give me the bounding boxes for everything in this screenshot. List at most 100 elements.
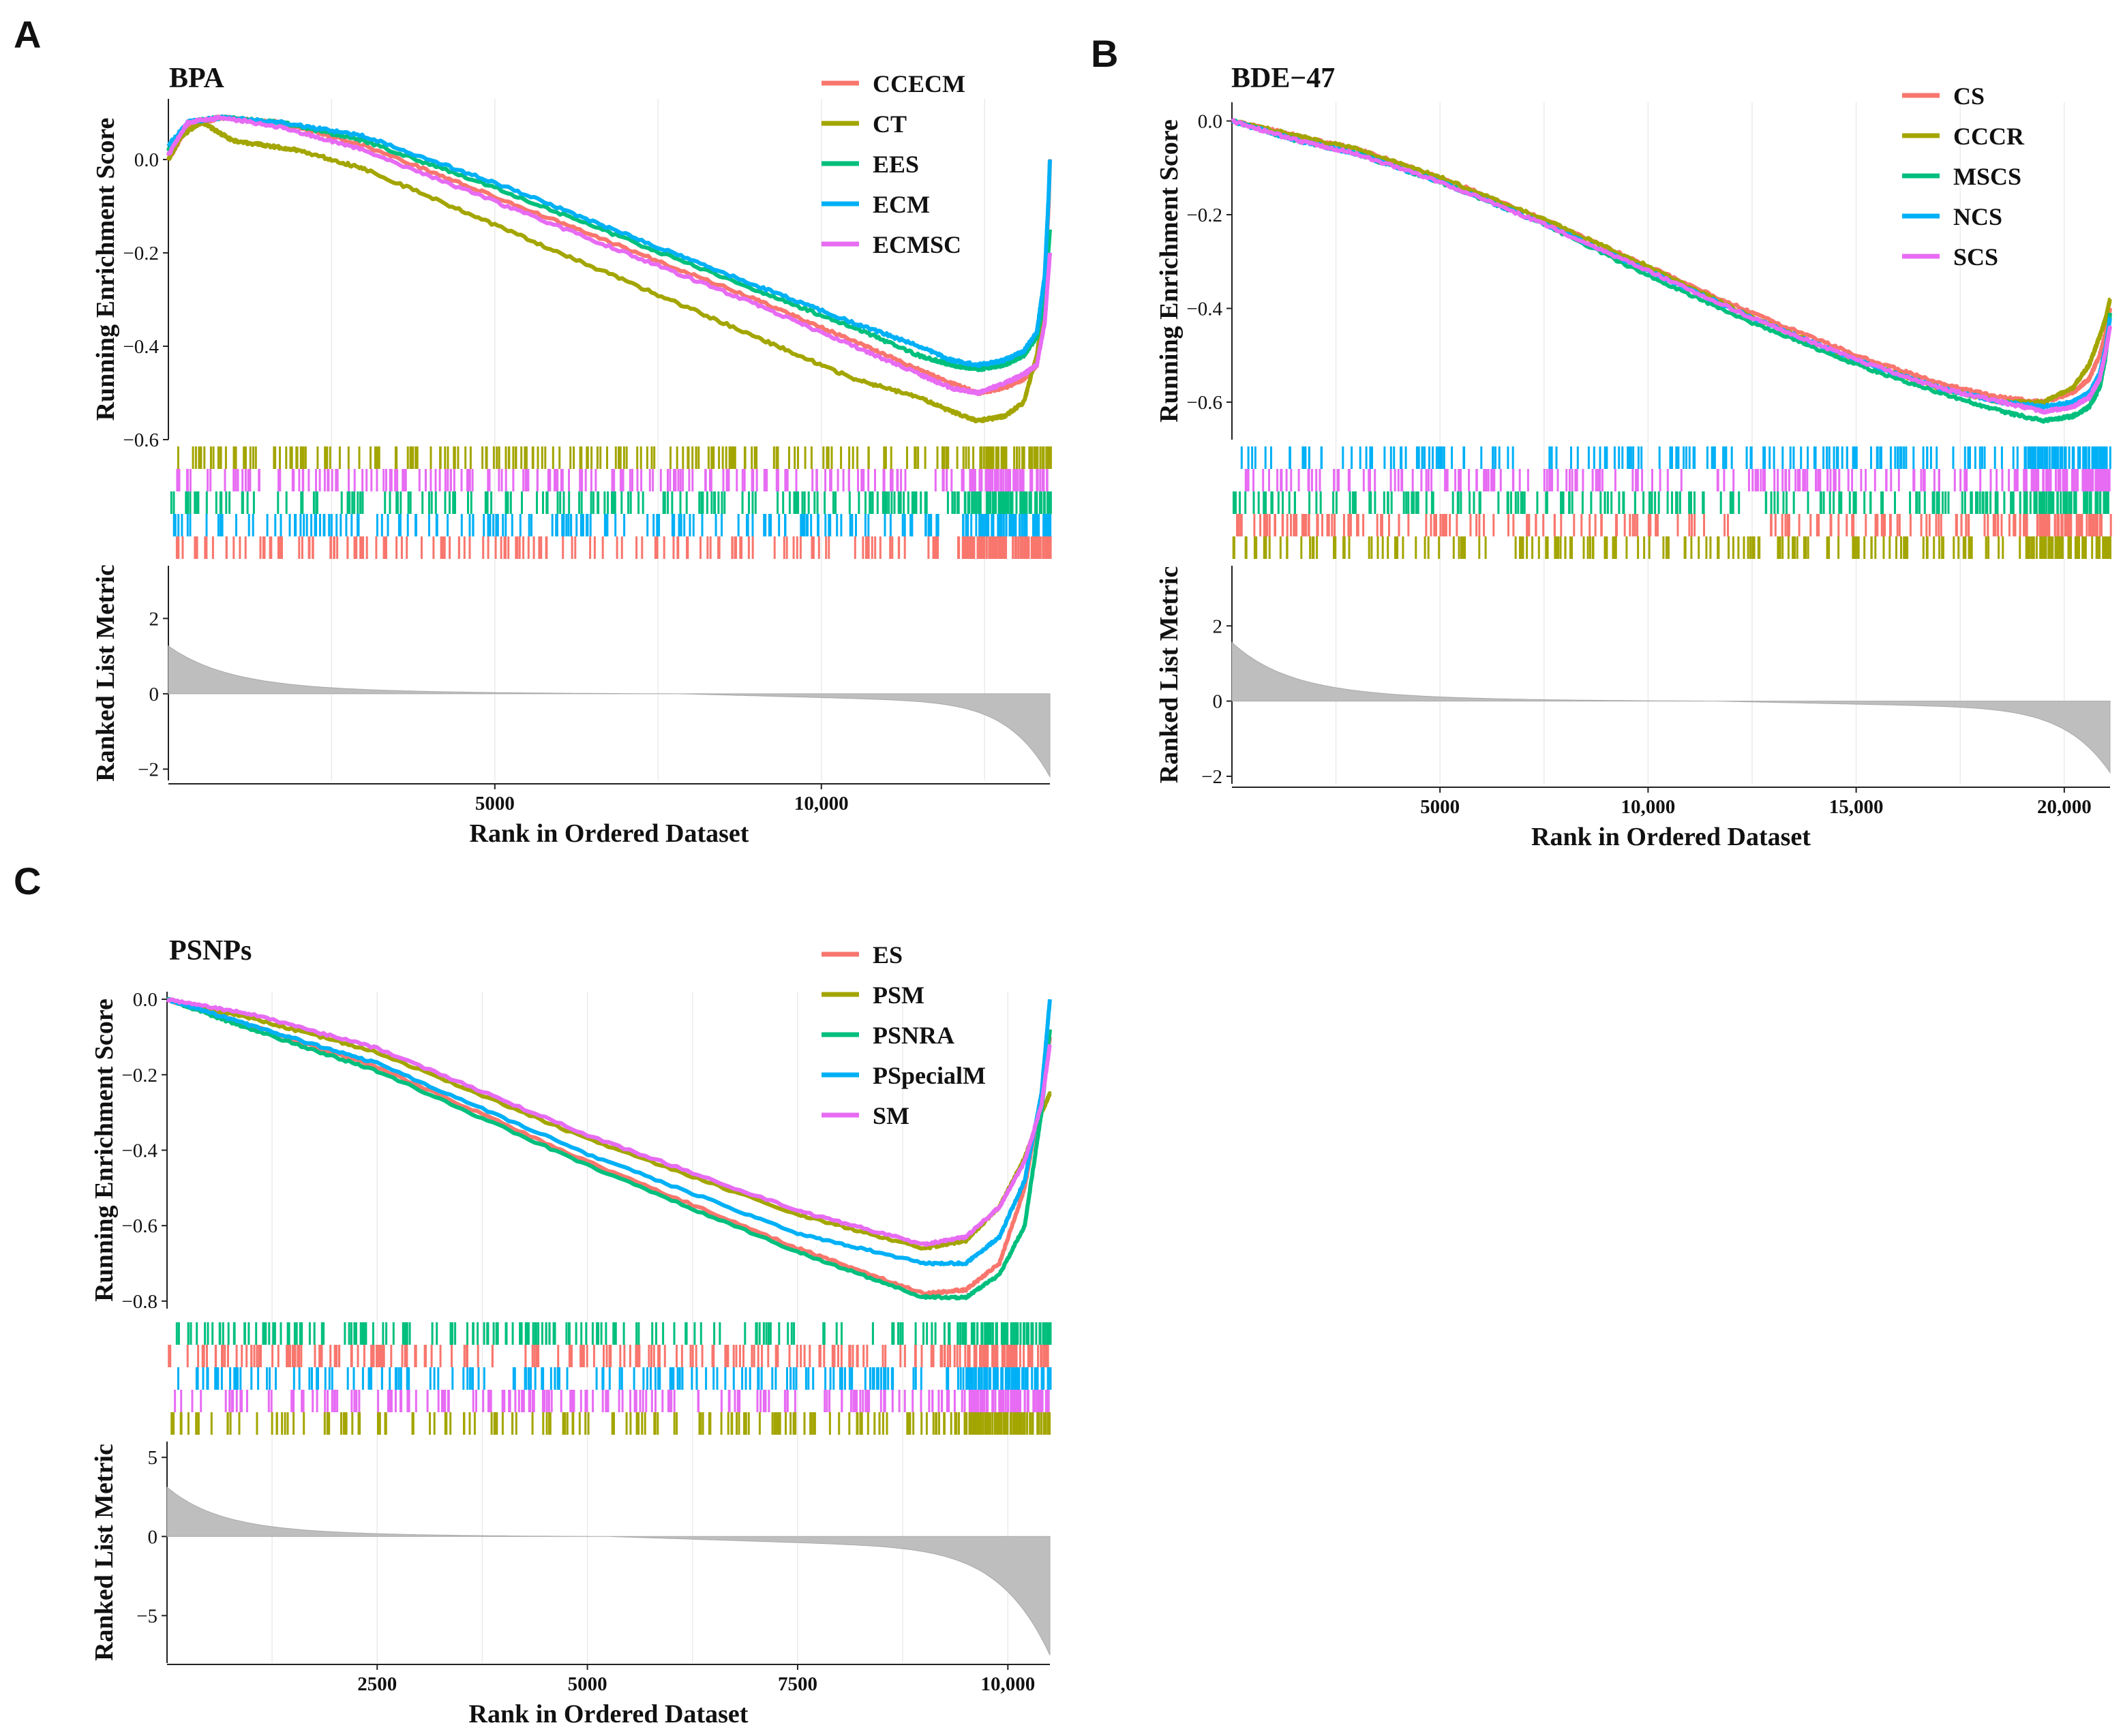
gene-hit bbox=[1745, 446, 1748, 469]
gene-hit bbox=[855, 514, 857, 536]
gene-hit bbox=[1662, 536, 1665, 559]
gene-hit bbox=[1522, 536, 1524, 559]
gene-hit bbox=[308, 1322, 311, 1345]
gene-hit bbox=[1255, 536, 1258, 559]
gene-hit bbox=[214, 1367, 217, 1390]
gene-hit bbox=[1012, 469, 1015, 491]
gene-hit bbox=[1874, 536, 1877, 559]
gene-hit bbox=[585, 1322, 588, 1345]
gene-hit bbox=[991, 514, 993, 536]
gene-hit bbox=[2072, 469, 2075, 491]
gene-hit bbox=[1835, 446, 1838, 469]
gene-hit bbox=[833, 1345, 836, 1367]
gene-hit bbox=[1970, 536, 1972, 559]
gene-hit bbox=[1014, 536, 1017, 559]
gene-hit bbox=[809, 1412, 812, 1435]
gene-hit bbox=[785, 1412, 787, 1435]
gene-hit bbox=[702, 1412, 704, 1435]
gene-hit bbox=[1993, 446, 1996, 469]
gene-hit bbox=[993, 491, 996, 514]
gene-hit bbox=[648, 469, 651, 491]
gene-hit bbox=[233, 1367, 236, 1390]
gene-hit bbox=[468, 1412, 471, 1435]
gene-hit bbox=[1510, 491, 1512, 514]
gene-hit bbox=[277, 536, 280, 559]
gene-hit bbox=[1362, 514, 1365, 536]
gene-hit bbox=[1830, 514, 1833, 536]
gene-hit bbox=[235, 469, 237, 491]
gene-hit bbox=[1349, 491, 1351, 514]
gene-hit bbox=[1237, 514, 1240, 536]
gene-hit bbox=[1546, 469, 1548, 491]
gene-hit bbox=[1252, 469, 1254, 491]
gene-hit bbox=[2058, 514, 2060, 536]
gene-hit bbox=[635, 1322, 638, 1345]
gene-hit bbox=[796, 1345, 798, 1367]
gene-hit bbox=[828, 536, 830, 559]
gene-hit bbox=[883, 446, 886, 469]
gene-hit bbox=[1798, 469, 1801, 491]
gene-hit bbox=[2081, 469, 2084, 491]
gene-hit bbox=[844, 1367, 846, 1390]
gene-hit bbox=[467, 469, 470, 491]
gene-hit bbox=[970, 1412, 973, 1435]
gene-hit bbox=[324, 1390, 327, 1412]
gene-hit bbox=[642, 491, 644, 514]
gene-hit bbox=[482, 1390, 485, 1412]
gene-hit bbox=[2088, 446, 2090, 469]
gene-hit bbox=[1603, 536, 1606, 559]
gene-hit bbox=[1396, 536, 1399, 559]
legend-label: PSpecialM bbox=[873, 1062, 986, 1089]
gene-hit bbox=[1863, 491, 1866, 514]
gene-hit bbox=[1507, 446, 1509, 469]
gene-hit bbox=[857, 469, 859, 491]
gene-hit bbox=[1709, 536, 1712, 559]
x-tick-label: 5000 bbox=[475, 793, 515, 814]
gene-hit bbox=[619, 1345, 622, 1367]
gene-hit bbox=[1005, 536, 1008, 559]
gene-hit bbox=[659, 469, 662, 491]
gene-hit bbox=[725, 446, 727, 469]
gene-hit bbox=[370, 1367, 373, 1390]
gene-hit bbox=[1957, 536, 1960, 559]
gene-hit bbox=[1889, 514, 1891, 536]
gene-hit bbox=[932, 1345, 935, 1367]
gene-hit bbox=[300, 1345, 303, 1367]
gene-hit bbox=[946, 491, 949, 514]
gene-hit bbox=[873, 1367, 875, 1390]
gene-hit bbox=[571, 1412, 574, 1435]
gene-hit bbox=[888, 491, 890, 514]
gene-hit bbox=[871, 1367, 874, 1390]
gene-hit bbox=[1462, 446, 1465, 469]
gene-hit bbox=[817, 536, 820, 559]
gene-hit bbox=[433, 1412, 436, 1435]
gene-hit bbox=[1637, 536, 1640, 559]
gene-hit bbox=[247, 514, 250, 536]
gene-hit bbox=[318, 1345, 321, 1367]
gene-hit bbox=[554, 1322, 556, 1345]
gene-hit bbox=[2046, 469, 2048, 491]
gene-hit bbox=[788, 491, 791, 514]
gene-hit bbox=[1022, 469, 1025, 491]
gene-hit bbox=[1621, 446, 1624, 469]
gene-hit bbox=[1002, 446, 1004, 469]
gene-hit bbox=[890, 1367, 893, 1390]
gene-hit bbox=[350, 1345, 353, 1367]
gene-hit bbox=[200, 1390, 202, 1412]
gene-hit bbox=[1560, 491, 1562, 514]
gene-hit bbox=[1926, 536, 1929, 559]
gene-hit bbox=[1427, 536, 1430, 559]
gene-hit bbox=[934, 536, 937, 559]
gene-hit bbox=[1012, 1412, 1015, 1435]
gene-hit bbox=[987, 514, 990, 536]
gene-hit bbox=[2076, 469, 2079, 491]
gene-hit bbox=[1606, 536, 1608, 559]
gene-hit bbox=[1757, 469, 1760, 491]
gene-hit bbox=[1265, 491, 1267, 514]
gene-hit bbox=[1764, 469, 1766, 491]
gene-hit bbox=[549, 1412, 552, 1435]
gene-hit bbox=[558, 446, 561, 469]
gene-hit bbox=[1008, 1345, 1010, 1367]
